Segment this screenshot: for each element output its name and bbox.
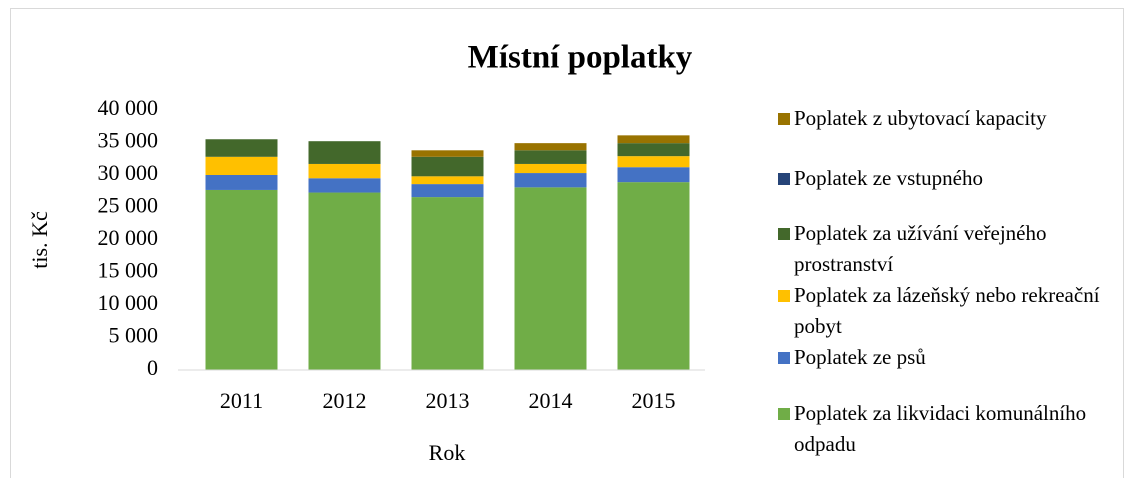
bar-segment — [205, 189, 278, 370]
y-tick-label: 25 000 — [98, 193, 159, 218]
legend-swatch — [778, 228, 790, 240]
legend-label: Poplatek za užívání veřejného prostranst… — [794, 221, 1047, 276]
bar-segment — [308, 141, 381, 164]
x-tick-label: 2011 — [220, 388, 263, 413]
y-tick-label: 10 000 — [98, 290, 159, 315]
legend-entry: Poplatek za likvidaci komunálního odpadu — [778, 398, 1118, 460]
y-tick-label: 5 000 — [109, 323, 159, 348]
bar-segment — [205, 156, 278, 175]
chart-title: Místní poplatky — [468, 40, 693, 76]
y-tick-label: 40 000 — [98, 95, 159, 120]
bar-segment — [411, 156, 484, 177]
bar-segment — [617, 156, 690, 168]
legend-swatch — [778, 113, 790, 125]
y-tick-label: 15 000 — [98, 258, 159, 283]
y-axis-label: tis. Kč — [27, 211, 52, 269]
bar-segment — [514, 187, 587, 370]
bar-segment — [617, 182, 690, 370]
bar-segment — [411, 197, 484, 370]
chart-frame — [10, 8, 1124, 478]
bar-segment — [514, 163, 587, 174]
bar-segment — [308, 192, 381, 370]
bar-segment — [205, 139, 278, 157]
legend-entry: Poplatek ze vstupného — [778, 163, 1118, 194]
bar-segment — [514, 143, 587, 151]
y-tick-label: 30 000 — [98, 160, 159, 185]
y-tick-label: 0 — [147, 355, 158, 380]
bar-segment — [205, 175, 278, 190]
legend-label: Poplatek za likvidaci komunálního odpadu — [794, 401, 1087, 456]
legend-label: Poplatek za lázeňský nebo rekreační poby… — [794, 283, 1100, 338]
x-tick-label: 2013 — [426, 388, 470, 413]
bar-segment — [617, 167, 690, 183]
x-tick-label: 2014 — [529, 388, 573, 413]
legend-entry: Poplatek za užívání veřejného prostranst… — [778, 218, 1118, 280]
bar-segment — [411, 150, 484, 157]
bar-segment — [411, 184, 484, 198]
legend-entry: Poplatek z ubytovací kapacity — [778, 103, 1118, 134]
bar-segment — [617, 143, 690, 157]
y-tick-label: 20 000 — [98, 225, 159, 250]
legend-label: Poplatek z ubytovací kapacity — [794, 106, 1047, 130]
y-tick-label: 35 000 — [98, 128, 159, 153]
bar-segment — [617, 135, 690, 144]
legend-entry: Poplatek ze psů — [778, 342, 1118, 373]
legend-swatch — [778, 173, 790, 185]
legend-swatch — [778, 352, 790, 364]
bar-segment — [411, 176, 484, 185]
bar-segment — [308, 178, 381, 193]
legend-label: Poplatek ze psů — [794, 345, 926, 369]
bar-segment — [514, 173, 587, 188]
legend-entry: Poplatek za lázeňský nebo rekreační poby… — [778, 280, 1118, 342]
legend-label: Poplatek ze vstupného — [794, 166, 983, 190]
x-tick-label: 2015 — [632, 388, 676, 413]
legend-swatch — [778, 290, 790, 302]
legend-swatch — [778, 408, 790, 420]
bar-segment — [514, 150, 587, 164]
x-tick-label: 2012 — [323, 388, 367, 413]
x-axis-label: Rok — [429, 440, 466, 465]
bar-segment — [308, 163, 381, 179]
